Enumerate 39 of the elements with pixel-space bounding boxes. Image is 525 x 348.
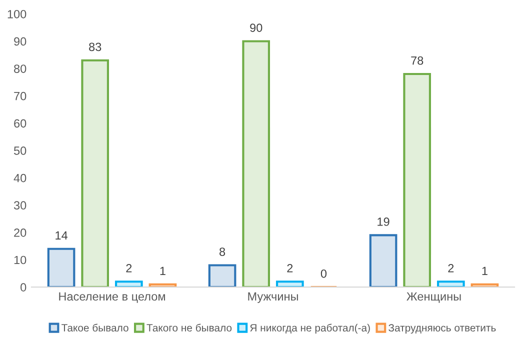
x-tick-label: Население в целом — [59, 292, 166, 303]
y-tick-label: 90 — [14, 37, 26, 46]
y-tick-label: 20 — [14, 228, 26, 237]
bar — [81, 59, 110, 288]
y-tick-label: 70 — [14, 92, 26, 100]
bar — [276, 280, 304, 288]
data-label: 2 — [126, 264, 132, 272]
y-tick-label: 40 — [14, 174, 26, 182]
data-label: 1 — [482, 266, 488, 275]
data-label: 78 — [411, 56, 424, 65]
legend-label: Затрудняюсь ответить — [388, 324, 496, 334]
bar — [242, 40, 270, 288]
bar — [403, 72, 432, 288]
data-label: 2 — [287, 264, 293, 272]
x-tick-label: Мужчины — [248, 292, 298, 303]
x-tick-label: Женщины — [406, 292, 461, 303]
legend-label: Я никогда не работал(-а) — [250, 324, 370, 334]
bar — [369, 234, 398, 288]
data-label: 0 — [320, 269, 327, 278]
legend-label: Такое бывало — [62, 324, 128, 332]
y-tick-label: 100 — [8, 10, 26, 18]
data-label: 90 — [250, 24, 262, 32]
data-label: 1 — [160, 266, 166, 275]
y-tick-label: 30 — [14, 201, 26, 210]
data-label: 8 — [220, 248, 226, 256]
y-tick-label: 50 — [14, 146, 26, 155]
data-label: 19 — [378, 218, 390, 226]
bar — [114, 280, 143, 288]
y-tick-label: 80 — [14, 64, 26, 73]
data-label: 14 — [56, 231, 68, 240]
bar — [436, 280, 465, 288]
bar — [208, 264, 236, 288]
y-tick-label: 60 — [14, 119, 26, 128]
bar — [47, 248, 76, 288]
y-tick-label: 0 — [20, 283, 26, 292]
data-label: 83 — [89, 42, 102, 52]
y-tick-label: 10 — [14, 256, 26, 264]
legend-label: Такого не бывало — [146, 324, 232, 332]
data-label: 2 — [448, 264, 454, 272]
